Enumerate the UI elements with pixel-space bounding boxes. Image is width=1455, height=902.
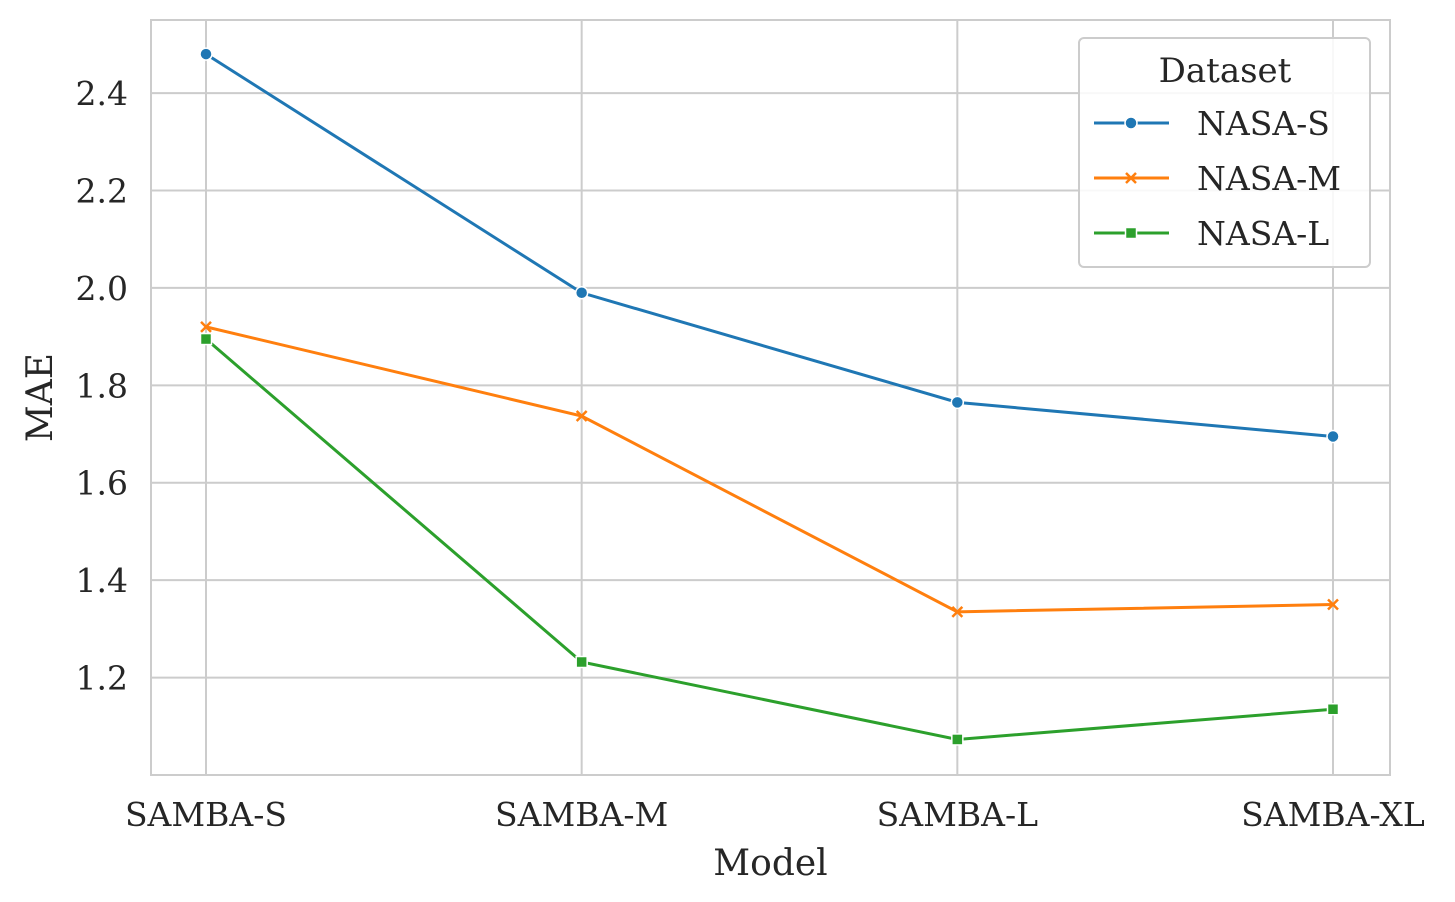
data-point-nasa-l xyxy=(951,733,964,746)
legend-title: Dataset xyxy=(1159,51,1292,91)
data-point-nasa-m xyxy=(951,605,964,618)
data-point-nasa-m xyxy=(1327,598,1339,611)
legend-label: NASA-M xyxy=(1197,159,1341,198)
y-axis-title: MAE xyxy=(20,353,61,442)
series-nasa-m xyxy=(200,320,1339,618)
legend-label: NASA-S xyxy=(1197,104,1330,143)
data-point-nasa-s xyxy=(199,47,213,61)
data-point-nasa-m xyxy=(200,320,212,333)
series-layer xyxy=(199,47,1340,746)
data-point-nasa-s xyxy=(574,286,589,300)
data-point-nasa-s xyxy=(1326,429,1340,444)
data-point-nasa-s xyxy=(950,395,965,410)
y-tick-label: 1.8 xyxy=(76,366,128,405)
legend-swatch-marker xyxy=(1124,226,1138,240)
y-tick-label: 1.4 xyxy=(76,561,128,600)
data-point-nasa-l xyxy=(1326,702,1340,716)
plot-frame xyxy=(150,19,1391,776)
legend: Dataset NASA-S NASA-M NASA-L xyxy=(1078,37,1371,268)
data-point-nasa-l xyxy=(575,655,588,669)
marker-stroke xyxy=(200,320,212,333)
series-nasa-s xyxy=(199,47,1340,444)
legend-box xyxy=(1078,37,1371,268)
series-line-nasa-m xyxy=(205,325,1334,614)
y-tick-label: 1.2 xyxy=(76,659,128,698)
x-axis-title: Model xyxy=(713,843,827,884)
y-tick-label: 2.4 xyxy=(76,74,128,113)
x-tick-label: SAMBA-XL xyxy=(1241,795,1425,834)
y-tick-label: 1.6 xyxy=(76,464,128,503)
legend-item-nasa-l: NASA-L xyxy=(1094,214,1329,253)
legend-swatch-marker xyxy=(1124,116,1138,130)
data-point-nasa-m xyxy=(575,410,588,422)
data-point-nasa-l xyxy=(199,332,213,346)
x-tick-label: SAMBA-M xyxy=(495,795,668,834)
series-line-nasa-l xyxy=(205,337,1334,741)
series-line-nasa-s xyxy=(205,52,1334,438)
legend-item-nasa-s: NASA-S xyxy=(1094,104,1330,143)
marker-stroke xyxy=(575,410,588,422)
marker-stroke xyxy=(1327,598,1339,611)
y-tick-label: 2.2 xyxy=(76,171,128,210)
x-tick-label: SAMBA-L xyxy=(877,795,1038,834)
legend-item-nasa-m: NASA-M xyxy=(1094,159,1341,198)
series-nasa-l xyxy=(199,332,1340,746)
legend-label: NASA-L xyxy=(1197,214,1329,253)
x-tick-label: SAMBA-S xyxy=(125,795,287,834)
marker-stroke xyxy=(1125,172,1137,184)
legend-swatch-marker xyxy=(1125,172,1137,184)
y-tick-label: 2.0 xyxy=(76,269,128,308)
marker-stroke xyxy=(951,605,964,618)
legend-items: NASA-S NASA-M NASA-L xyxy=(1094,104,1341,253)
tick-labels: SAMBA-S SAMBA-M SAMBA-L SAMBA-XL 1.2 1.4 1.6 1.… xyxy=(76,74,1425,834)
